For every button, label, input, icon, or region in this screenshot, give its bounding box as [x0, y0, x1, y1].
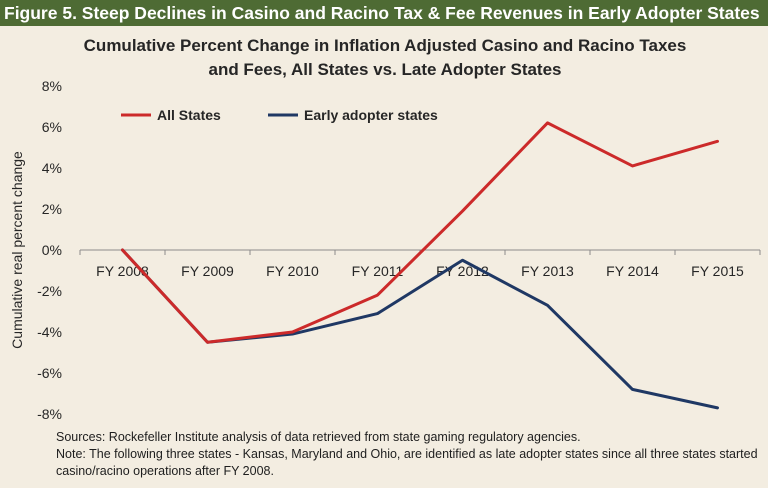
chart-title-line-2: and Fees, All States vs. Late Adopter St…: [208, 60, 562, 79]
sources-note: Sources: Rockefeller Institute analysis …: [56, 430, 581, 444]
chart-title: Cumulative Percent Change in Inflation A…: [40, 34, 730, 82]
y-tick-label: 0%: [42, 242, 62, 258]
legend-label-early-adopter-states: Early adopter states: [304, 107, 438, 123]
x-tick-label: FY 2010: [266, 263, 319, 279]
figure-header: Figure 5. Steep Declines in Casino and R…: [0, 0, 768, 26]
x-tick-label: FY 2011: [352, 263, 404, 279]
x-tick-label: FY 2015: [691, 263, 744, 279]
x-tick-label: FY 2014: [606, 263, 659, 279]
x-tick-label: FY 2009: [181, 263, 234, 279]
late-adopter-note: Note: The following three states - Kansa…: [56, 447, 758, 478]
legend-label-all-states: All States: [157, 107, 221, 123]
y-tick-label: -6%: [37, 365, 62, 381]
series-line-all-states: [121, 121, 719, 344]
x-tick-label: FY 2013: [521, 263, 574, 279]
y-tick-label: 4%: [42, 160, 62, 176]
y-tick-label: 6%: [42, 119, 62, 135]
y-tick-label: 8%: [42, 78, 62, 94]
y-tick-label: 2%: [42, 201, 62, 217]
x-tick-label: FY 2008: [96, 263, 149, 279]
y-axis-label: Cumulative real percent change: [9, 151, 25, 349]
y-tick-label: -4%: [37, 324, 62, 340]
chart-title-line-1: Cumulative Percent Change in Inflation A…: [83, 36, 687, 55]
chart-notes: Sources: Rockefeller Institute analysis …: [56, 429, 761, 480]
y-tick-label: -2%: [37, 283, 62, 299]
y-tick-label: -8%: [37, 406, 62, 422]
